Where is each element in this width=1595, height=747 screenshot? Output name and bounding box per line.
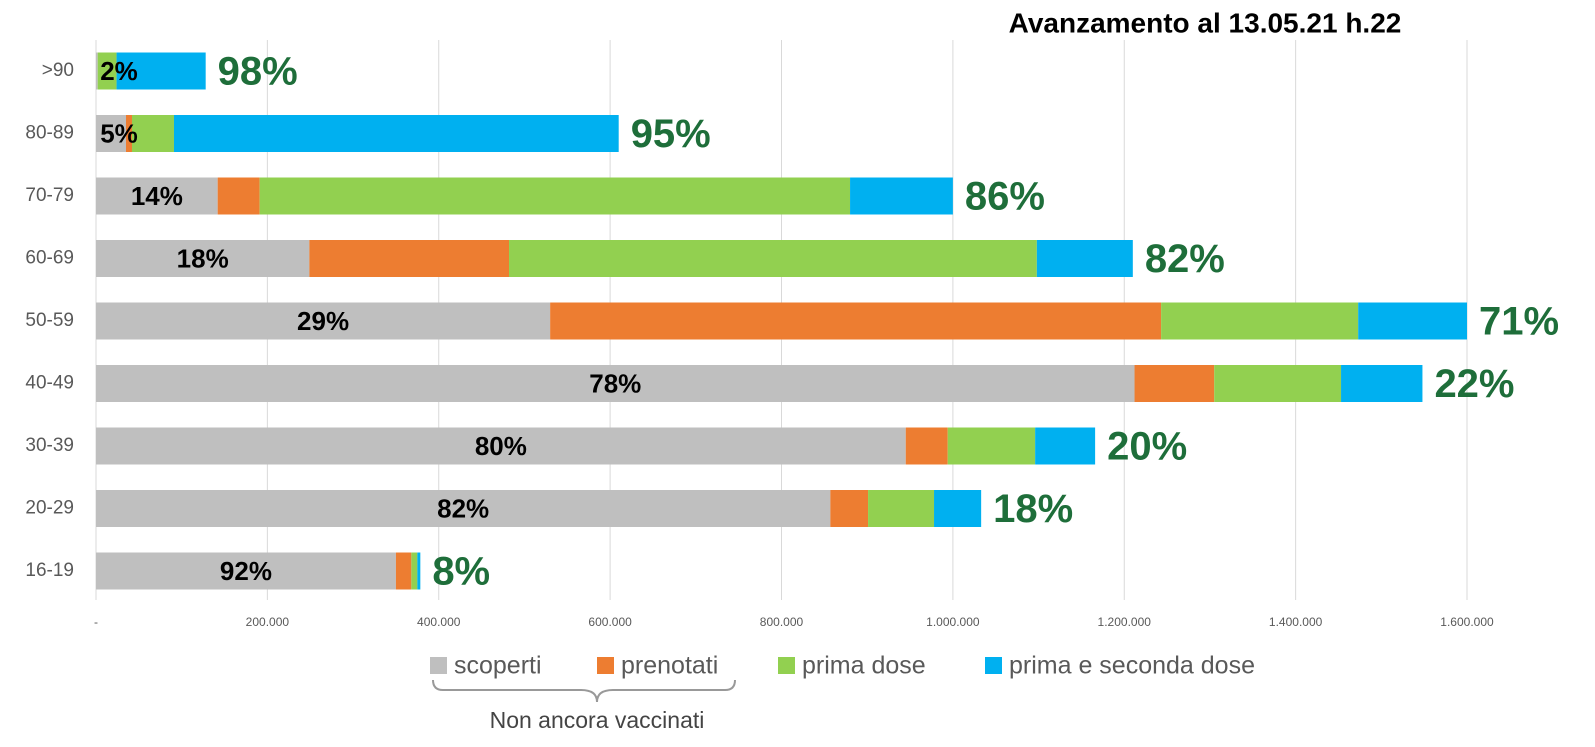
bar-segment [1358,302,1467,340]
bar-segment [947,427,1036,465]
outer-label: 95% [631,112,711,156]
bar-segment [217,177,260,215]
bar-segment [96,365,1135,402]
bar-segment [1341,365,1423,402]
y-tick-label: 60-69 [25,248,74,269]
bar-segment [868,490,935,527]
bar-segment [934,490,982,527]
bar-segment [1161,302,1359,340]
outer-label: 22% [1434,362,1514,406]
y-tick-label: 70-79 [25,185,74,206]
bar-segment [96,115,126,152]
legend-note: Non ancora vaccinati [490,707,705,733]
legend-swatch [430,657,447,674]
inner-label: 80% [475,431,527,461]
bar-segment [905,427,948,465]
y-tick-label: 80-89 [25,123,74,144]
x-tick-label: 1.000.000 [926,615,980,629]
bar-segment [309,240,510,277]
bar-segment [173,115,619,152]
legend-swatch [778,657,795,674]
inner-label: 14% [131,181,183,211]
x-tick-label: 1.200.000 [1098,615,1152,629]
x-tick-label: 200.000 [246,615,290,629]
inner-label: 2% [100,56,138,86]
inner-label: 82% [437,493,489,523]
outer-label: 8% [432,550,490,594]
bar-segment [1036,240,1133,277]
x-tick-label: 800.000 [760,615,804,629]
legend-label: scoperti [454,652,542,680]
bar-segment [395,552,412,590]
bar-segment [96,302,551,340]
legend-swatch [985,657,1002,674]
brace [432,679,736,703]
x-tick-label: 400.000 [417,615,461,629]
bar-segment [1214,365,1342,402]
bar-segment [125,115,132,152]
y-tick-label: 20-29 [25,498,74,519]
y-tick-label: >90 [42,60,74,81]
bar-segment [96,490,831,527]
x-tick-label: - [94,615,98,629]
bar-segment [96,427,906,465]
bar-segment [97,52,117,90]
y-tick-label: 30-39 [25,435,74,456]
legend-label: prima dose [802,652,926,680]
outer-label: 82% [1145,237,1225,281]
inner-label: 92% [220,556,272,586]
outer-label: 98% [218,50,298,94]
inner-label: 78% [589,368,641,398]
bar-segment [131,115,174,152]
bar-segment [96,177,218,215]
bar-segment [509,240,1037,277]
bar-segment [1134,365,1215,402]
bar-segment [259,177,851,215]
bar-segment [830,490,869,527]
bar-segment [116,52,206,90]
y-tick-label: 40-49 [25,373,74,394]
legend-label: prenotati [621,652,718,680]
bar-segment [1035,427,1096,465]
x-tick-label: 1.400.000 [1269,615,1323,629]
y-tick-label: 50-59 [25,310,74,331]
bar-segment [850,177,953,215]
legend-label: prima e seconda dose [1009,652,1255,680]
y-tick-label: 16-19 [25,560,74,581]
x-tick-label: 600.000 [588,615,632,629]
inner-label: 18% [177,243,229,273]
inner-label: 29% [297,306,349,336]
outer-label: 20% [1107,425,1187,469]
bar-segment [96,52,98,90]
bar-segment [417,552,421,590]
outer-label: 71% [1479,300,1559,344]
x-tick-label: 1.600.000 [1440,615,1494,629]
inner-label: 5% [100,118,138,148]
outer-label: 86% [965,175,1045,219]
bar-segment [550,302,1162,340]
outer-label: 18% [993,487,1073,531]
chart-title: Avanzamento al 13.05.21 h.22 [1009,7,1402,38]
legend-swatch [597,657,614,674]
bar-segment [411,552,418,590]
bar-segment [96,240,310,277]
bar-segment [96,552,396,590]
